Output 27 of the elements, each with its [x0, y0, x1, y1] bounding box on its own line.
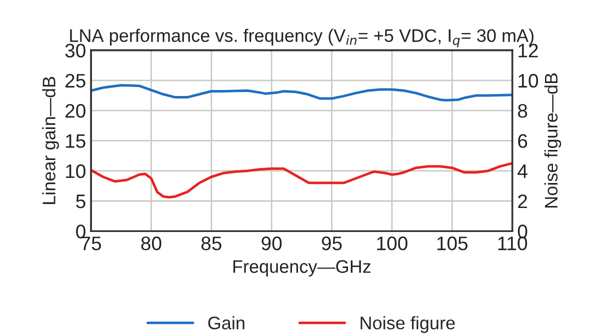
line-series: [91, 162, 512, 198]
x-tick-label: 75: [81, 236, 102, 250]
y2-tick-label: 2: [518, 194, 527, 208]
line-series: [91, 84, 512, 102]
y-tick-label: 0: [76, 224, 86, 238]
legend-label: Noise figure: [360, 316, 455, 333]
x-tick-label: 100: [377, 236, 408, 250]
y-tick-label: 15: [66, 134, 86, 148]
legend-label: Gain: [208, 316, 244, 330]
y-tick-label: 20: [66, 104, 86, 118]
y-axis-title: Linear gain—dB: [42, 76, 59, 204]
x-tick-label: 105: [437, 236, 468, 250]
x-tick-label: 95: [322, 236, 342, 250]
x-tick-label: 90: [262, 236, 282, 250]
x-tick-label: 80: [141, 236, 162, 250]
y2-tick-label: 10: [518, 74, 538, 88]
y-tick-label: 10: [66, 164, 86, 178]
x-axis-title: Frequency—GHz: [233, 260, 371, 277]
y2-axis-title: Noise figure—dB: [544, 73, 562, 208]
y-tick-label: 25: [66, 74, 86, 88]
y2-tick-label: 6: [518, 134, 528, 148]
y2-tick-label: 12: [518, 44, 538, 58]
x-tick-label: 110: [498, 236, 528, 250]
y2-tick-label: 8: [518, 104, 528, 118]
y-tick-label: 5: [76, 194, 86, 208]
y2-tick-label: 4: [518, 164, 528, 178]
x-tick-label: 85: [201, 236, 222, 250]
